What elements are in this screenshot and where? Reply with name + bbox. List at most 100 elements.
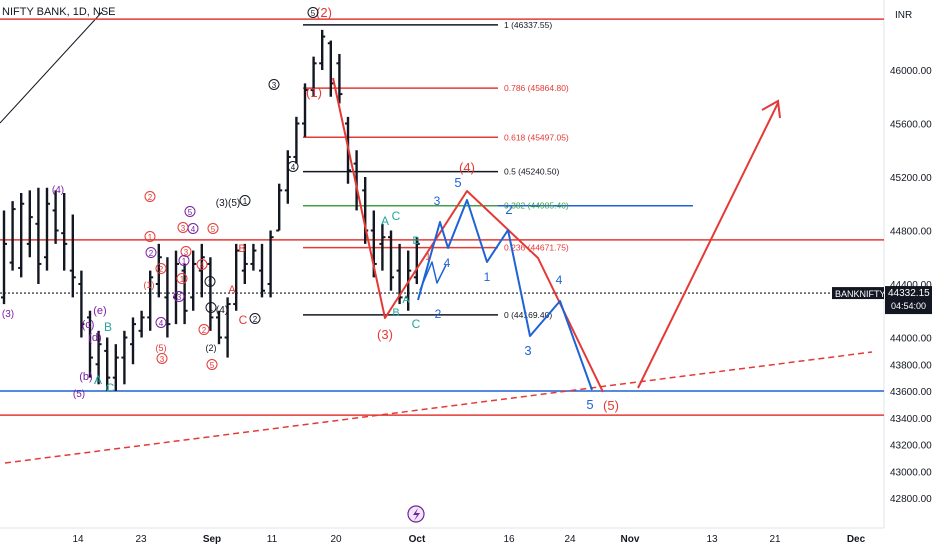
ohlc-bar [181,263,188,325]
fib-label-3: 0.5 (45240.50) [504,167,559,177]
blue-subwave-path [419,261,447,291]
wave-label: (5) [603,398,619,413]
time-tick-label: Sep [203,534,221,545]
wave-label: (1) [144,280,155,290]
circled-wave-ring [204,276,216,287]
wave-label: A [228,284,236,296]
countdown-value: 04:54:00 [891,301,926,311]
wave-label: (3) [377,327,393,342]
ohlc-bar [293,116,300,164]
time-tick-label: 14 [72,534,84,545]
wave-label: (5) [73,389,85,400]
currency-label: INR [895,10,912,21]
circled-wave-text: 1 [208,278,213,287]
wave-label: 5 [454,175,461,190]
time-tick-label: 13 [706,534,718,545]
circled-wave-ring [155,317,167,328]
wave-label: (2) [206,343,217,353]
wave-label: 1 [425,252,431,263]
circled-wave-text: 4 [191,225,196,234]
circled-wave-ring [145,247,157,258]
price-tag-bg [885,286,932,315]
time-tick-label: 11 [267,534,278,545]
ohlc-bar [388,230,394,291]
ohlc-bar [155,243,162,298]
fib-label-4: 0.382 (44985.40) [504,201,569,211]
circled-wave-ring [144,191,156,202]
fib-label-6: 0 (44169.40) [504,310,552,320]
price-tick-label: 46000.00 [890,66,932,77]
wave-label: (5) [156,343,167,353]
wave-label: 3 [524,343,531,358]
time-tick-label: 23 [135,534,147,545]
circled-wave-ring [187,223,199,234]
ohlc-bar [216,310,222,345]
circled-wave-text: 2 [159,265,164,274]
wave-label: (b) [79,371,92,383]
circled-wave-label: 2 [144,191,156,202]
circled-wave-ring [180,246,192,257]
circled-wave-label: 4 [196,259,208,270]
circled-wave-text: 3 [272,81,277,90]
wave-label: (4) [52,185,64,196]
circled-wave-text: 2 [148,193,153,202]
wave-label: 4 [444,256,451,270]
fib-label-0: 1 (46337.55) [504,20,552,30]
blue-wave-path [417,199,593,391]
price-tick-label: 43400.00 [890,414,932,425]
circled-wave-text: 3 [160,355,165,364]
wave-label: (1) [306,85,322,100]
ohlc-bar [284,150,291,204]
price-tick-label: 42800.00 [890,494,932,505]
wave-label: (4) [216,305,228,316]
ohlc-bar [379,223,386,271]
circled-wave-ring [156,353,168,364]
ohlc-bar [138,310,145,338]
ohlc-bar [104,337,111,391]
wave-label: 3 [434,194,441,208]
circled-wave-label: 4 [287,161,299,172]
ohlc-bar [44,187,50,271]
circled-wave-label: 1 [176,273,188,284]
circled-wave-label: 1 [204,276,216,287]
circled-wave-text: 3 [184,248,189,257]
price-tick-label: 45600.00 [890,120,932,131]
wave-label: B [412,235,419,247]
circled-wave-text: 4 [291,163,296,172]
price-tick-label: 44800.00 [890,227,932,238]
circled-wave-label: 2 [198,324,210,335]
ohlc-bar [173,250,179,325]
circled-wave-label: 3 [156,353,168,364]
circled-wave-label: 3 [180,246,192,257]
wave-label: A [402,294,410,306]
ohlc-bar [302,83,308,137]
circled-wave-label: 3 [177,222,189,233]
circled-wave-label: 2 [249,313,261,324]
circled-wave-text: 5 [211,225,216,234]
circled-wave-label: 1 [144,231,156,242]
circled-wave-text: 1 [182,257,187,266]
ohlc-bar [224,297,231,358]
circled-wave-label: 5 [206,359,218,370]
circled-wave-ring [155,263,167,274]
circled-wave-ring [198,324,210,335]
wave-label: 1 [484,270,491,284]
wave-label: C [106,381,115,395]
circled-wave-text: 3 [177,293,182,302]
wave-label: B [238,243,245,255]
fib-label-5: 0.236 (44671.75) [504,243,569,253]
ohlc-bar [130,317,136,365]
ohlc-bar [259,243,265,298]
ohlc-bar [9,201,16,271]
wave-label: A [381,214,389,228]
ohlc-bar [198,243,205,298]
circled-wave-text: 4 [159,319,164,328]
wave-label: 4 [556,273,563,287]
ohlc-bar [164,257,171,338]
circled-wave-label: 5 [307,7,319,18]
circled-wave-ring [196,259,208,270]
ohlc-bar [35,187,42,284]
price-tick-label: 43000.00 [890,467,932,478]
wave-label: 5 [586,397,593,412]
